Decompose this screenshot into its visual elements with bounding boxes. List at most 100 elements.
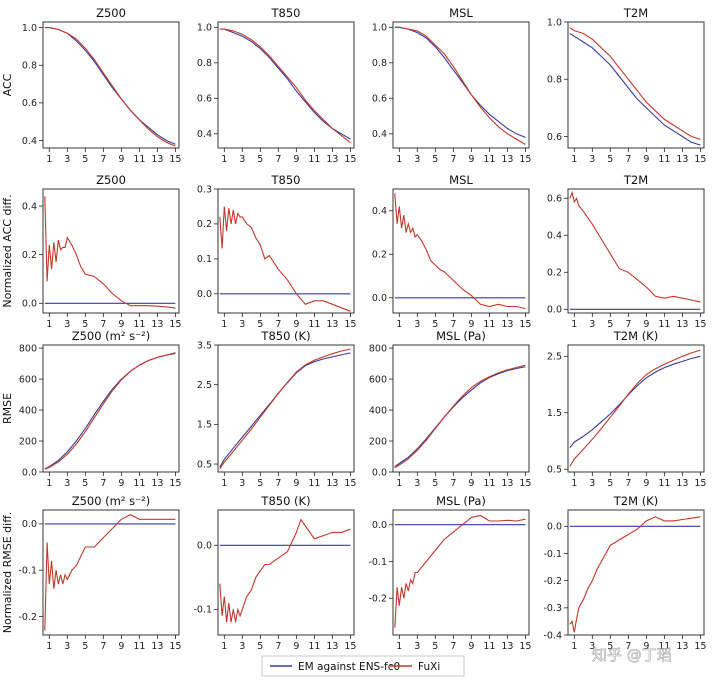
x-tick-label: 9 bbox=[118, 478, 124, 489]
x-tick-label: 9 bbox=[118, 641, 124, 652]
y-tick-label: 400 bbox=[19, 405, 37, 416]
x-tick-label: 11 bbox=[483, 641, 495, 652]
x-tick-label: 11 bbox=[308, 319, 320, 330]
x-tick-label: 9 bbox=[118, 154, 124, 165]
x-tick-label: 11 bbox=[658, 478, 670, 489]
y-tick-label: 800 bbox=[19, 343, 37, 354]
y-tick-label: 0.0 bbox=[22, 299, 37, 310]
x-tick-label: 13 bbox=[326, 154, 338, 165]
x-tick-label: 15 bbox=[694, 641, 706, 652]
y-tick-label: 1.0 bbox=[372, 23, 387, 34]
x-tick-label: 5 bbox=[607, 641, 613, 652]
y-tick-label: 0.0 bbox=[22, 467, 37, 478]
panel-title: Z500 bbox=[96, 173, 126, 187]
x-tick-label: 5 bbox=[432, 478, 438, 489]
x-tick-label: 5 bbox=[607, 319, 613, 330]
x-tick-label: 1 bbox=[46, 154, 52, 165]
plot-frame bbox=[392, 509, 530, 636]
y-tick-label: 0.8 bbox=[372, 58, 387, 69]
y-tick-label: 0.0 bbox=[372, 520, 387, 531]
x-tick-label: 13 bbox=[676, 154, 688, 165]
x-tick-label: 9 bbox=[293, 478, 299, 489]
y-tick-label: 0.5 bbox=[197, 459, 212, 470]
x-tick-label: 13 bbox=[676, 641, 688, 652]
x-tick-label: 7 bbox=[275, 641, 281, 652]
x-tick-label: 9 bbox=[293, 154, 299, 165]
y-tick-label: 0.2 bbox=[197, 219, 212, 230]
x-tick-label: 7 bbox=[450, 319, 456, 330]
x-tick-label: 9 bbox=[643, 478, 649, 489]
series-fuxi-line bbox=[44, 196, 176, 309]
series-em-line bbox=[44, 27, 176, 145]
series-fuxi-line bbox=[394, 26, 526, 145]
panel-title: MSL bbox=[449, 6, 473, 20]
x-tick-label: 13 bbox=[676, 478, 688, 489]
panel-title: T2M (K) bbox=[613, 329, 658, 343]
y-tick-label: 2.5 bbox=[547, 352, 562, 363]
x-tick-label: 13 bbox=[151, 478, 163, 489]
legend-frame bbox=[261, 655, 465, 677]
x-tick-label: 15 bbox=[694, 154, 706, 165]
x-tick-label: 5 bbox=[82, 478, 88, 489]
plot-frame bbox=[42, 509, 180, 636]
x-tick-label: 5 bbox=[257, 154, 263, 165]
y-tick-label: 0.4 bbox=[372, 206, 387, 217]
panel-title: T850 bbox=[271, 6, 301, 20]
x-tick-label: 5 bbox=[257, 319, 263, 330]
x-tick-label: 13 bbox=[501, 641, 513, 652]
x-tick-label: 1 bbox=[221, 154, 227, 165]
x-tick-label: 11 bbox=[308, 478, 320, 489]
y-tick-label: 0.8 bbox=[197, 58, 212, 69]
x-tick-label: 15 bbox=[344, 478, 356, 489]
y-tick-label: 0.4 bbox=[22, 201, 37, 212]
x-tick-label: 3 bbox=[239, 478, 245, 489]
x-tick-label: 7 bbox=[100, 641, 106, 652]
x-tick-label: 15 bbox=[344, 319, 356, 330]
x-tick-label: 13 bbox=[501, 478, 513, 489]
y-tick-label: -0.2 bbox=[18, 612, 37, 623]
series-fuxi-line bbox=[569, 516, 701, 633]
x-tick-label: 1 bbox=[396, 319, 402, 330]
y-tick-label: 0.2 bbox=[22, 250, 37, 261]
x-tick-label: 5 bbox=[257, 641, 263, 652]
x-tick-label: 3 bbox=[414, 478, 420, 489]
x-tick-label: 9 bbox=[293, 641, 299, 652]
x-tick-label: 11 bbox=[133, 154, 145, 165]
x-tick-label: 13 bbox=[676, 319, 688, 330]
x-tick-label: 3 bbox=[589, 641, 595, 652]
plot-frame bbox=[217, 344, 355, 473]
y-tick-label: 0.2 bbox=[547, 268, 562, 279]
x-tick-label: 7 bbox=[625, 319, 631, 330]
plot-frame bbox=[392, 344, 530, 473]
x-tick-label: 15 bbox=[169, 319, 181, 330]
x-tick-label: 3 bbox=[589, 478, 595, 489]
x-tick-label: 11 bbox=[308, 154, 320, 165]
series-em-line bbox=[44, 352, 176, 470]
panel-14: T850 (K)1 3 5 7 9 11 13 15-0.10.0 bbox=[193, 494, 356, 652]
x-tick-label: 3 bbox=[589, 154, 595, 165]
x-tick-label: 9 bbox=[468, 641, 474, 652]
y-tick-label: -0.1 bbox=[193, 605, 212, 616]
panel-title: Z500 bbox=[96, 6, 126, 20]
panel-10: T850 (K)1 3 5 7 9 11 13 150.51.52.53.5 bbox=[197, 329, 357, 489]
x-tick-label: 7 bbox=[100, 478, 106, 489]
x-tick-label: 11 bbox=[133, 478, 145, 489]
x-tick-label: 13 bbox=[326, 478, 338, 489]
y-tick-label: 600 bbox=[369, 374, 387, 385]
x-tick-label: 7 bbox=[100, 154, 106, 165]
legend-label: EM against ENS-fc0 bbox=[298, 661, 400, 673]
plot-frame bbox=[567, 188, 705, 314]
series-fuxi-line bbox=[219, 28, 351, 144]
panel-title: MSL (Pa) bbox=[436, 329, 486, 343]
x-tick-label: 5 bbox=[607, 154, 613, 165]
x-tick-label: 1 bbox=[221, 641, 227, 652]
y-tick-label: 0.1 bbox=[197, 254, 212, 265]
y-tick-label: 0.8 bbox=[547, 75, 562, 86]
x-tick-label: 1 bbox=[221, 319, 227, 330]
